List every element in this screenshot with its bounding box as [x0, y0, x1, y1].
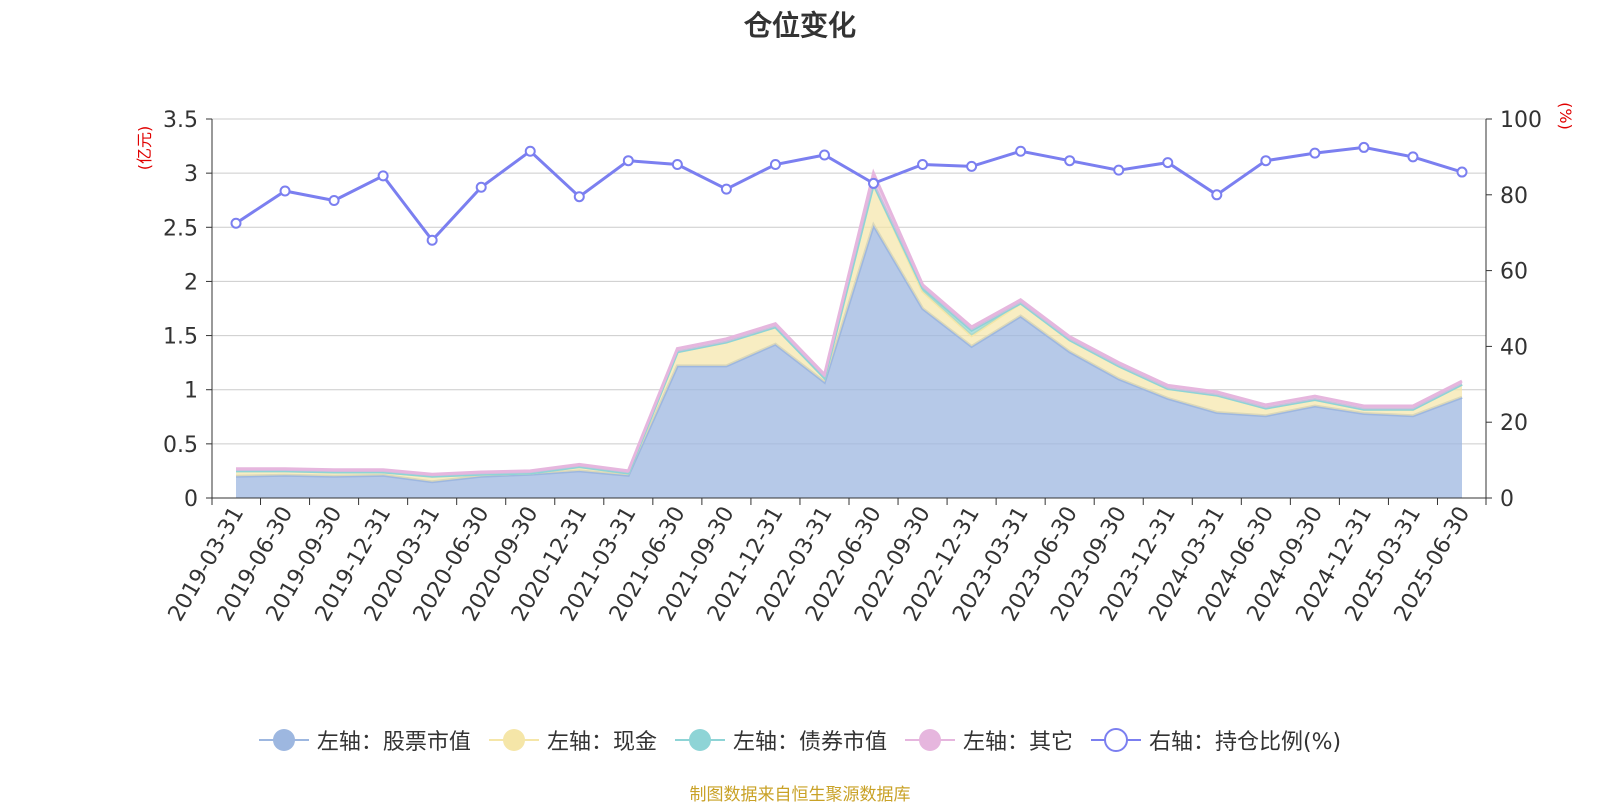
left-axis-unit: (亿元): [135, 126, 154, 171]
ratio-point: [1456, 166, 1468, 178]
legend-marker-icon: [674, 729, 725, 751]
ratio-point: [966, 160, 978, 172]
ratio-point: [1015, 145, 1027, 157]
legend-item-cash[interactable]: 左轴：现金: [488, 724, 657, 756]
ratio-point: [868, 177, 880, 189]
ratio-line-layer: [230, 141, 1468, 246]
ratio-point: [1309, 147, 1321, 159]
ratio-point: [720, 183, 732, 195]
legend-item-stock[interactable]: 左轴：股票市值: [258, 724, 471, 756]
ratio-point: [1064, 155, 1076, 167]
ratio-point: [279, 185, 291, 197]
ratio-point: [524, 145, 536, 157]
legend-label: 左轴：债券市值: [732, 730, 887, 755]
legend-item-ratio[interactable]: 右轴：持仓比例(%): [1090, 724, 1342, 756]
ratio-point: [328, 194, 340, 206]
ratio-point: [1211, 189, 1223, 201]
chart-title: 仓位变化: [743, 9, 856, 42]
legend: 左轴：股票市值 左轴：现金 左轴：债券市值 左轴：其它 右轴：持仓比例(%): [0, 724, 1600, 756]
area-stock: [236, 225, 1462, 498]
area-line-other: [236, 168, 1463, 476]
source-note: 制图数据来自恒生聚源数据库: [689, 785, 911, 805]
right-axis-tick-label: 20: [1500, 411, 1528, 436]
right-axis-tick-label: 0: [1500, 487, 1514, 512]
left-axis-tick-label: 0: [184, 487, 198, 512]
legend-label: 左轴：现金: [546, 730, 657, 755]
legend-label: 左轴：其它: [962, 730, 1073, 755]
legend-item-bond[interactable]: 左轴：债券市值: [674, 724, 887, 756]
legend-item-other[interactable]: 左轴：其它: [904, 724, 1073, 756]
ratio-point: [818, 149, 830, 161]
ratio-point: [1260, 155, 1272, 167]
legend-marker-icon: [258, 729, 309, 751]
legend-label: 左轴：股票市值: [316, 730, 471, 755]
ratio-point: [917, 158, 929, 170]
ratio-line: [235, 145, 1463, 243]
ratio-point: [671, 158, 683, 170]
right-axis-tick-label: 40: [1500, 335, 1528, 360]
ratio-point: [1358, 141, 1370, 153]
ratio-point: [1407, 151, 1419, 163]
stacked-areas: [235, 168, 1463, 498]
ratio-point: [475, 181, 487, 193]
right-axis-tick-label: 100: [1500, 108, 1542, 133]
left-axis-tick-label: 2: [184, 270, 198, 295]
ratio-point: [1162, 157, 1174, 169]
ratio-point: [426, 234, 438, 246]
legend-label: 右轴：持仓比例(%): [1148, 730, 1342, 755]
left-axis-tick-label: 2.5: [163, 216, 198, 241]
ratio-point: [573, 191, 585, 203]
legend-marker-icon: [904, 729, 955, 751]
legend-marker-icon: [1090, 728, 1141, 752]
left-axis-tick-label: 1.5: [163, 325, 198, 350]
ratio-point: [769, 158, 781, 170]
left-axis-tick-label: 3.5: [163, 108, 198, 133]
ratio-point: [1113, 164, 1125, 176]
left-axis-tick-label: 0.5: [163, 433, 198, 458]
ratio-point: [622, 155, 634, 167]
left-axis-tick-label: 3: [184, 162, 198, 187]
left-axis-tick-label: 1: [184, 379, 198, 404]
right-axis-tick-label: 60: [1500, 260, 1528, 285]
right-axis-unit: (%): [1556, 102, 1575, 130]
legend-marker-icon: [488, 729, 539, 751]
ratio-point: [230, 217, 242, 229]
ratio-point: [377, 170, 389, 182]
right-axis-tick-label: 80: [1500, 184, 1528, 209]
